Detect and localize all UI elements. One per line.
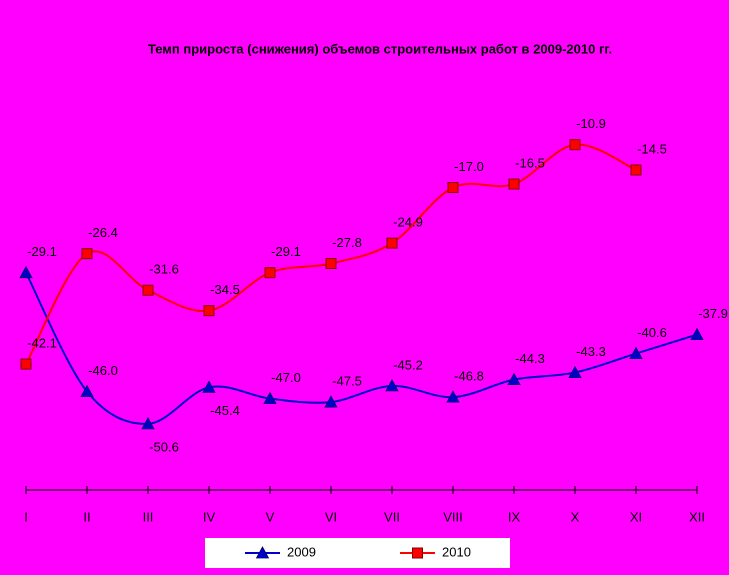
point xyxy=(630,164,642,176)
point xyxy=(80,384,94,397)
x-tick-label: VI xyxy=(325,509,337,524)
data-label: -47.5 xyxy=(332,374,362,389)
x-tick-label: VIII xyxy=(443,509,463,524)
point xyxy=(569,139,581,151)
x-tick-label: IX xyxy=(508,509,521,524)
x-tick-label: II xyxy=(83,509,90,524)
data-label: -27.8 xyxy=(332,235,362,250)
point xyxy=(324,395,338,408)
legend-marker xyxy=(255,546,270,559)
data-label: -17.0 xyxy=(454,159,484,174)
point xyxy=(386,237,398,249)
data-label: -50.6 xyxy=(149,439,179,454)
data-label: -43.3 xyxy=(576,344,606,359)
x-tick-label: I xyxy=(24,509,28,524)
point xyxy=(203,305,215,317)
chart-title: Темп прироста (снижения) объемов строите… xyxy=(148,41,612,56)
point xyxy=(629,346,643,359)
point xyxy=(690,327,704,340)
point xyxy=(508,178,520,190)
point xyxy=(385,379,399,392)
x-tick-label: VII xyxy=(384,509,400,524)
data-label: -46.8 xyxy=(454,369,484,384)
point xyxy=(19,265,33,279)
data-label: -44.3 xyxy=(515,351,545,366)
data-label: -26.4 xyxy=(88,225,118,240)
point xyxy=(263,391,277,404)
point xyxy=(325,258,337,270)
legend-label: 2010 xyxy=(442,544,471,559)
x-tick-label: III xyxy=(143,509,154,524)
data-label: -46.0 xyxy=(88,363,118,378)
point xyxy=(202,380,216,393)
point xyxy=(81,248,93,260)
data-label: -45.4 xyxy=(210,403,240,418)
data-label: -34.5 xyxy=(210,282,240,297)
data-label: -29.1 xyxy=(271,244,301,259)
point xyxy=(20,358,32,370)
legend-marker xyxy=(412,547,423,559)
legend-label: 2009 xyxy=(287,544,316,559)
data-label: -24.9 xyxy=(393,215,423,230)
point xyxy=(568,365,582,378)
data-label: -16.5 xyxy=(515,155,545,170)
data-label: -14.5 xyxy=(637,141,667,156)
x-tick-label: X xyxy=(571,509,580,524)
x-tick-label: V xyxy=(266,509,275,524)
data-label: -31.6 xyxy=(149,262,179,277)
data-label: -47.0 xyxy=(271,370,301,385)
point xyxy=(507,372,521,385)
point xyxy=(447,182,459,194)
data-label: -42.1 xyxy=(27,336,57,351)
x-tick-label: IV xyxy=(203,509,216,524)
data-label: -37.9 xyxy=(698,306,728,321)
x-tick-label: XII xyxy=(689,509,705,524)
data-label: -10.9 xyxy=(576,116,606,131)
point xyxy=(141,417,155,430)
point xyxy=(142,284,154,296)
x-tick-label: XI xyxy=(630,509,642,524)
data-label: -29.1 xyxy=(27,244,57,259)
point xyxy=(446,390,460,403)
point xyxy=(264,267,276,279)
data-label: -45.2 xyxy=(393,357,423,372)
data-label: -40.6 xyxy=(637,325,667,340)
